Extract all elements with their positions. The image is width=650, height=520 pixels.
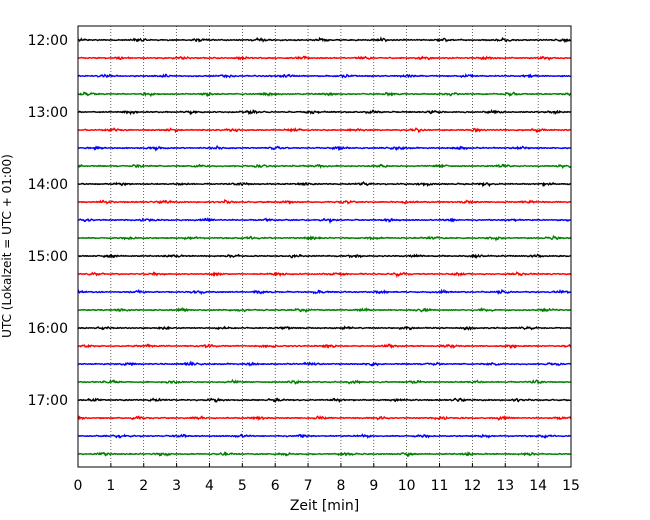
seismic-trace: [77, 55, 572, 61]
x-tick-label: 14: [529, 478, 547, 494]
plot-frame: [77, 25, 572, 468]
seismic-trace: [77, 433, 572, 439]
x-tick-label: 2: [139, 478, 148, 494]
plot-background: [78, 26, 571, 467]
traces: [77, 36, 572, 458]
seismic-trace: [77, 73, 572, 79]
x-tick-label: 5: [238, 478, 247, 494]
x-tick-label: 0: [74, 478, 83, 494]
seismic-trace: [77, 271, 572, 279]
seismic-trace: [77, 306, 572, 314]
seismic-trace: [77, 163, 572, 170]
y-tick-label: 16:00: [28, 321, 68, 337]
y-tick-label: 14:00: [28, 177, 68, 193]
x-tick-label: 15: [562, 478, 580, 494]
seismic-trace: [77, 325, 572, 331]
y-axis-ticks: 12:00 13:00 14:00 15:00 16:00 17:00: [28, 33, 82, 409]
seismic-trace: [77, 234, 572, 242]
seismic-trace: [77, 216, 572, 225]
x-tick-label: 3: [172, 478, 181, 494]
seismic-trace: [77, 288, 572, 296]
seismic-trace: [77, 397, 572, 404]
seismic-trace: [77, 360, 572, 367]
x-axis-ticks: 0 1 2 3 4 5 6 7 8 9 10 11 12 13 14 15: [74, 463, 580, 494]
x-tick-label: 13: [496, 478, 514, 494]
x-tick-label: 8: [336, 478, 345, 494]
x-tick-label: 1: [106, 478, 115, 494]
seismic-trace: [77, 180, 572, 188]
seismic-trace: [77, 451, 572, 458]
y-tick-label: 12:00: [28, 33, 68, 49]
seismic-trace: [77, 378, 572, 386]
seismic-trace: [77, 415, 572, 421]
seismic-trace: [77, 198, 572, 205]
x-tick-label: 12: [463, 478, 481, 494]
x-axis-label: Zeit [min]: [290, 498, 359, 514]
seismic-trace: [77, 109, 572, 116]
x-tick-label: 6: [271, 478, 280, 494]
x-tick-label: 10: [398, 478, 416, 494]
seismic-trace: [77, 36, 572, 44]
y-tick-label: 13:00: [28, 105, 68, 121]
y-tick-label: 15:00: [28, 249, 68, 265]
seismic-trace: [77, 343, 572, 350]
seismic-trace: [77, 144, 572, 152]
seismic-trace: [77, 127, 572, 134]
y-axis-label: UTC (Lokalzeit = UTC + 01:00): [0, 154, 14, 338]
y-tick-label: 17:00: [28, 393, 68, 409]
x-tick-label: 4: [205, 478, 214, 494]
seismic-trace: [77, 91, 572, 98]
x-tick-label: 11: [431, 478, 449, 494]
x-tick-label: 7: [304, 478, 313, 494]
x-tick-label: 9: [369, 478, 378, 494]
seismic-trace: [77, 253, 572, 259]
